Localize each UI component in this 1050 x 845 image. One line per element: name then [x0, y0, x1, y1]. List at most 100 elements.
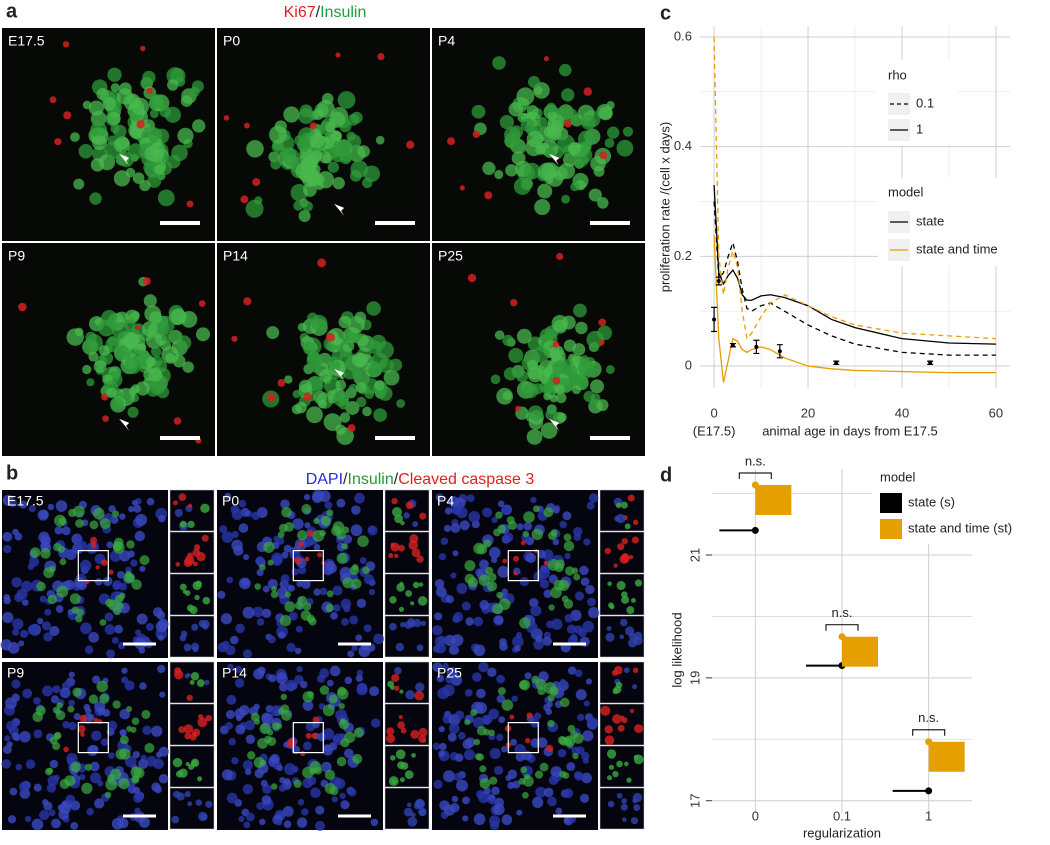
ki67-nucleus	[243, 122, 250, 129]
insulin-cell	[81, 782, 93, 794]
title-part: Insulin	[348, 471, 394, 488]
dapi-nucleus	[343, 748, 354, 759]
dapi-nucleus	[241, 578, 250, 587]
inset-signal	[400, 621, 406, 628]
insulin-cell	[157, 316, 175, 334]
insulin-cell	[590, 393, 601, 404]
dapi-nucleus	[33, 697, 41, 705]
insulin-cell	[110, 768, 122, 780]
dapi-nucleus	[494, 615, 504, 625]
inset-signal	[416, 555, 424, 563]
dapi-nucleus	[322, 745, 334, 756]
dapi-nucleus	[497, 565, 510, 578]
inset-signal	[394, 666, 402, 675]
insulin-cell	[522, 382, 539, 399]
dapi-nucleus	[580, 577, 590, 587]
value-dot	[838, 633, 846, 641]
insulin-cell	[274, 120, 287, 133]
insulin-cell	[547, 694, 555, 702]
dapi-nucleus	[244, 768, 252, 776]
inset-signal	[617, 543, 625, 551]
dapi-nucleus	[336, 498, 346, 508]
dapi-nucleus	[256, 568, 264, 577]
dapi-nucleus	[478, 661, 489, 673]
insulin-cell	[476, 725, 487, 736]
insulin-cell	[324, 769, 336, 781]
insulin-cell	[347, 134, 362, 149]
dapi-nucleus	[369, 686, 380, 697]
dapi-nucleus	[303, 493, 311, 501]
dapi-nucleus	[350, 524, 363, 537]
insulin-cell	[547, 114, 565, 131]
dapi-nucleus	[439, 742, 447, 751]
dapi-nucleus	[159, 691, 166, 698]
dapi-nucleus	[311, 492, 323, 504]
insulin-cell	[573, 303, 587, 318]
inset-signal	[630, 597, 636, 603]
dapi-nucleus	[315, 805, 325, 815]
ki67-nucleus	[18, 302, 27, 312]
insulin-cell	[75, 615, 83, 623]
insulin-cell	[43, 567, 55, 579]
insulin-cell	[166, 154, 181, 169]
significance-bracket	[738, 472, 772, 479]
dapi-nucleus	[368, 588, 376, 596]
dapi-nucleus	[112, 580, 123, 590]
insulin-cell	[107, 67, 122, 82]
dapi-nucleus	[145, 623, 154, 631]
insulin-cell	[176, 335, 192, 351]
dapi-nucleus	[151, 725, 163, 737]
dapi-nucleus	[42, 799, 49, 806]
dapi-nucleus	[547, 796, 557, 807]
ki67-nucleus	[146, 87, 153, 94]
ki67-nucleus	[552, 341, 560, 348]
insulin-cell	[517, 145, 527, 154]
dapi-nucleus	[453, 611, 464, 622]
insulin-cell	[319, 685, 330, 695]
micrograph: E17.5	[2, 28, 215, 241]
dapi-nucleus	[146, 497, 155, 506]
panel-label: d	[660, 464, 672, 486]
insulin-cell	[467, 577, 479, 588]
panel-title: DAPI/Insulin/Cleaved caspase 3	[306, 471, 535, 488]
dapi-nucleus	[363, 574, 375, 585]
insulin-cell	[352, 369, 362, 380]
dapi-nucleus	[297, 798, 305, 806]
dapi-nucleus	[37, 617, 44, 625]
dapi-nucleus	[462, 739, 473, 750]
insulin-cell	[476, 544, 488, 555]
title-part: /	[316, 4, 321, 21]
dapi-nucleus	[19, 629, 29, 638]
ki67-nucleus	[267, 393, 276, 402]
caspase-signal	[305, 732, 312, 739]
insulin-cell	[490, 374, 501, 385]
insulin-cell	[267, 729, 274, 736]
insulin-cell	[507, 520, 518, 530]
insulin-cell	[563, 533, 572, 542]
image-label: E17.5	[7, 493, 44, 509]
insulin-cell	[536, 116, 548, 128]
dapi-nucleus	[371, 718, 381, 728]
insulin-cell	[549, 686, 559, 696]
dapi-nucleus	[574, 625, 583, 634]
dapi-nucleus	[319, 587, 328, 596]
dapi-nucleus	[118, 817, 129, 829]
insulin-cell	[586, 330, 604, 349]
insulin-cell	[531, 675, 540, 684]
significance-bracket	[912, 729, 946, 736]
dapi-nucleus	[70, 821, 79, 830]
dapi-nucleus	[574, 591, 585, 601]
inset-signal	[415, 682, 425, 692]
insulin-cell	[486, 580, 498, 592]
x-axis-title: animal age in days from E17.5	[762, 423, 938, 438]
dapi-nucleus	[25, 759, 36, 769]
caspase-signal	[108, 569, 114, 575]
arrowhead	[119, 418, 130, 431]
inset-signal	[195, 799, 203, 806]
insulin-cell	[117, 344, 129, 356]
insulin-cell	[329, 786, 339, 796]
dapi-nucleus	[512, 635, 524, 648]
dapi-nucleus	[255, 556, 265, 565]
dapi-nucleus	[555, 807, 563, 815]
insulin-cell	[98, 319, 115, 337]
